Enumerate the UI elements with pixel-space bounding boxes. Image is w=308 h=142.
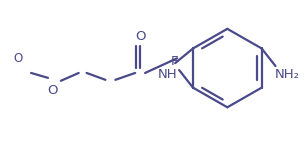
Text: O: O (135, 30, 145, 43)
Text: NH: NH (157, 68, 177, 81)
Text: F: F (170, 55, 178, 68)
Text: O: O (14, 52, 23, 65)
Text: NH₂: NH₂ (275, 68, 300, 81)
Text: O: O (48, 84, 58, 97)
